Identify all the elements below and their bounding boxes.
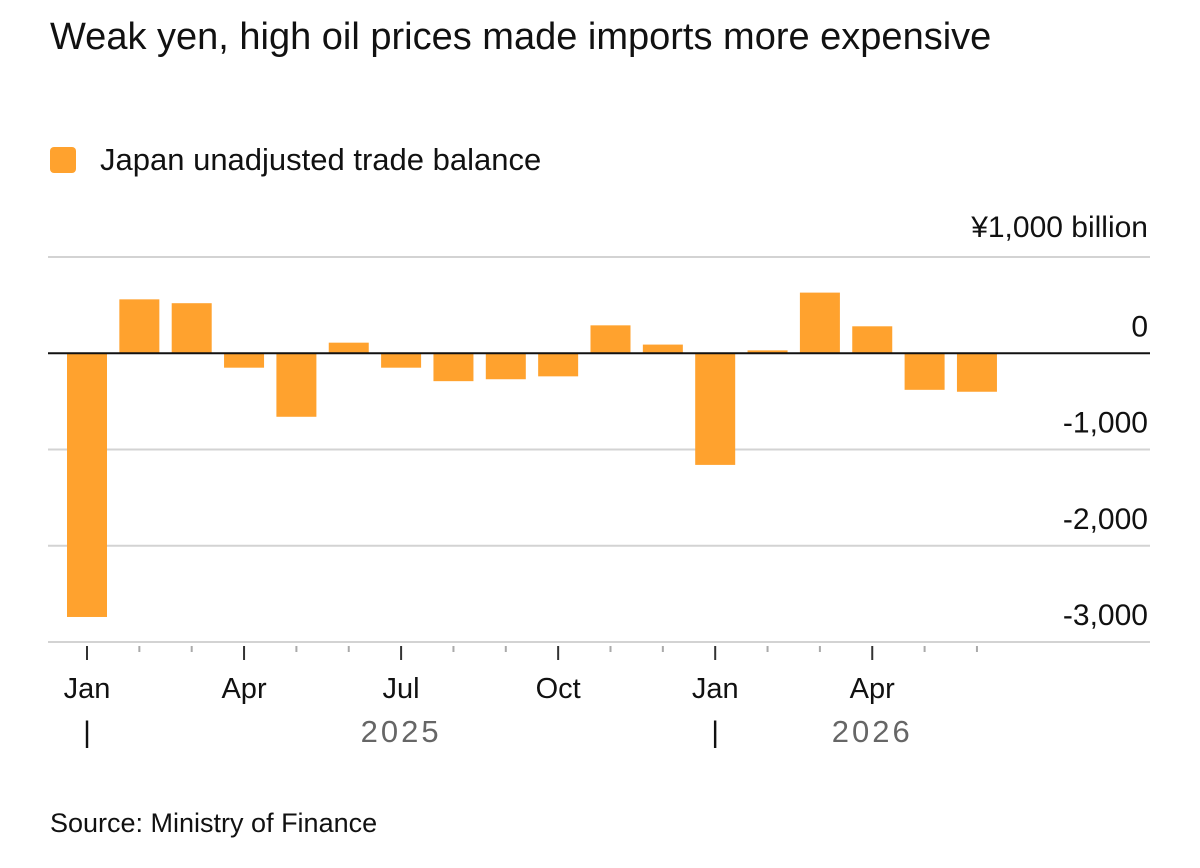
year-separator: |	[711, 716, 719, 749]
legend-swatch	[50, 147, 76, 173]
x-tick-label: Apr	[850, 673, 895, 705]
bar	[904, 353, 945, 390]
bar	[224, 353, 265, 368]
year-label: 2026	[832, 714, 913, 749]
legend: Japan unadjusted trade balance	[50, 140, 541, 180]
x-tick-label: Jan	[64, 673, 111, 705]
y-tick-label: -3,000	[1063, 599, 1148, 632]
bar	[799, 292, 840, 354]
bar	[642, 344, 683, 354]
bar	[67, 353, 107, 617]
legend-label: Japan unadjusted trade balance	[100, 142, 542, 177]
y-tick-label: 0	[1131, 310, 1148, 343]
bar	[538, 353, 579, 377]
x-tick-label: Jan	[692, 673, 739, 705]
bar-chart: 0 -1,000 -2,000 -3,000 ¥1,000 billion Jan Apr J…	[48, 211, 1150, 749]
y-tick-label: -2,000	[1063, 503, 1148, 536]
bar	[171, 303, 212, 354]
bar	[956, 353, 997, 392]
y-unit-label: ¥1,000 billion	[970, 211, 1148, 244]
x-tick-label: Apr	[221, 673, 266, 705]
bar	[276, 353, 317, 417]
bar	[328, 342, 369, 354]
bar	[747, 350, 788, 354]
source-note: Source: Ministry of Finance	[50, 808, 378, 838]
bar	[485, 353, 526, 380]
bar	[381, 353, 422, 368]
year-label: 2025	[361, 714, 442, 749]
bar	[695, 353, 736, 465]
year-separator: |	[83, 716, 91, 749]
y-tick-label: -1,000	[1063, 407, 1148, 440]
x-tick-label: Oct	[536, 673, 581, 705]
x-tick-label: Jul	[383, 673, 420, 705]
chart-title: Weak yen, high oil prices made imports m…	[50, 16, 992, 58]
bar	[590, 325, 631, 354]
bar	[852, 326, 893, 354]
bar	[433, 353, 474, 382]
bar	[119, 299, 160, 354]
